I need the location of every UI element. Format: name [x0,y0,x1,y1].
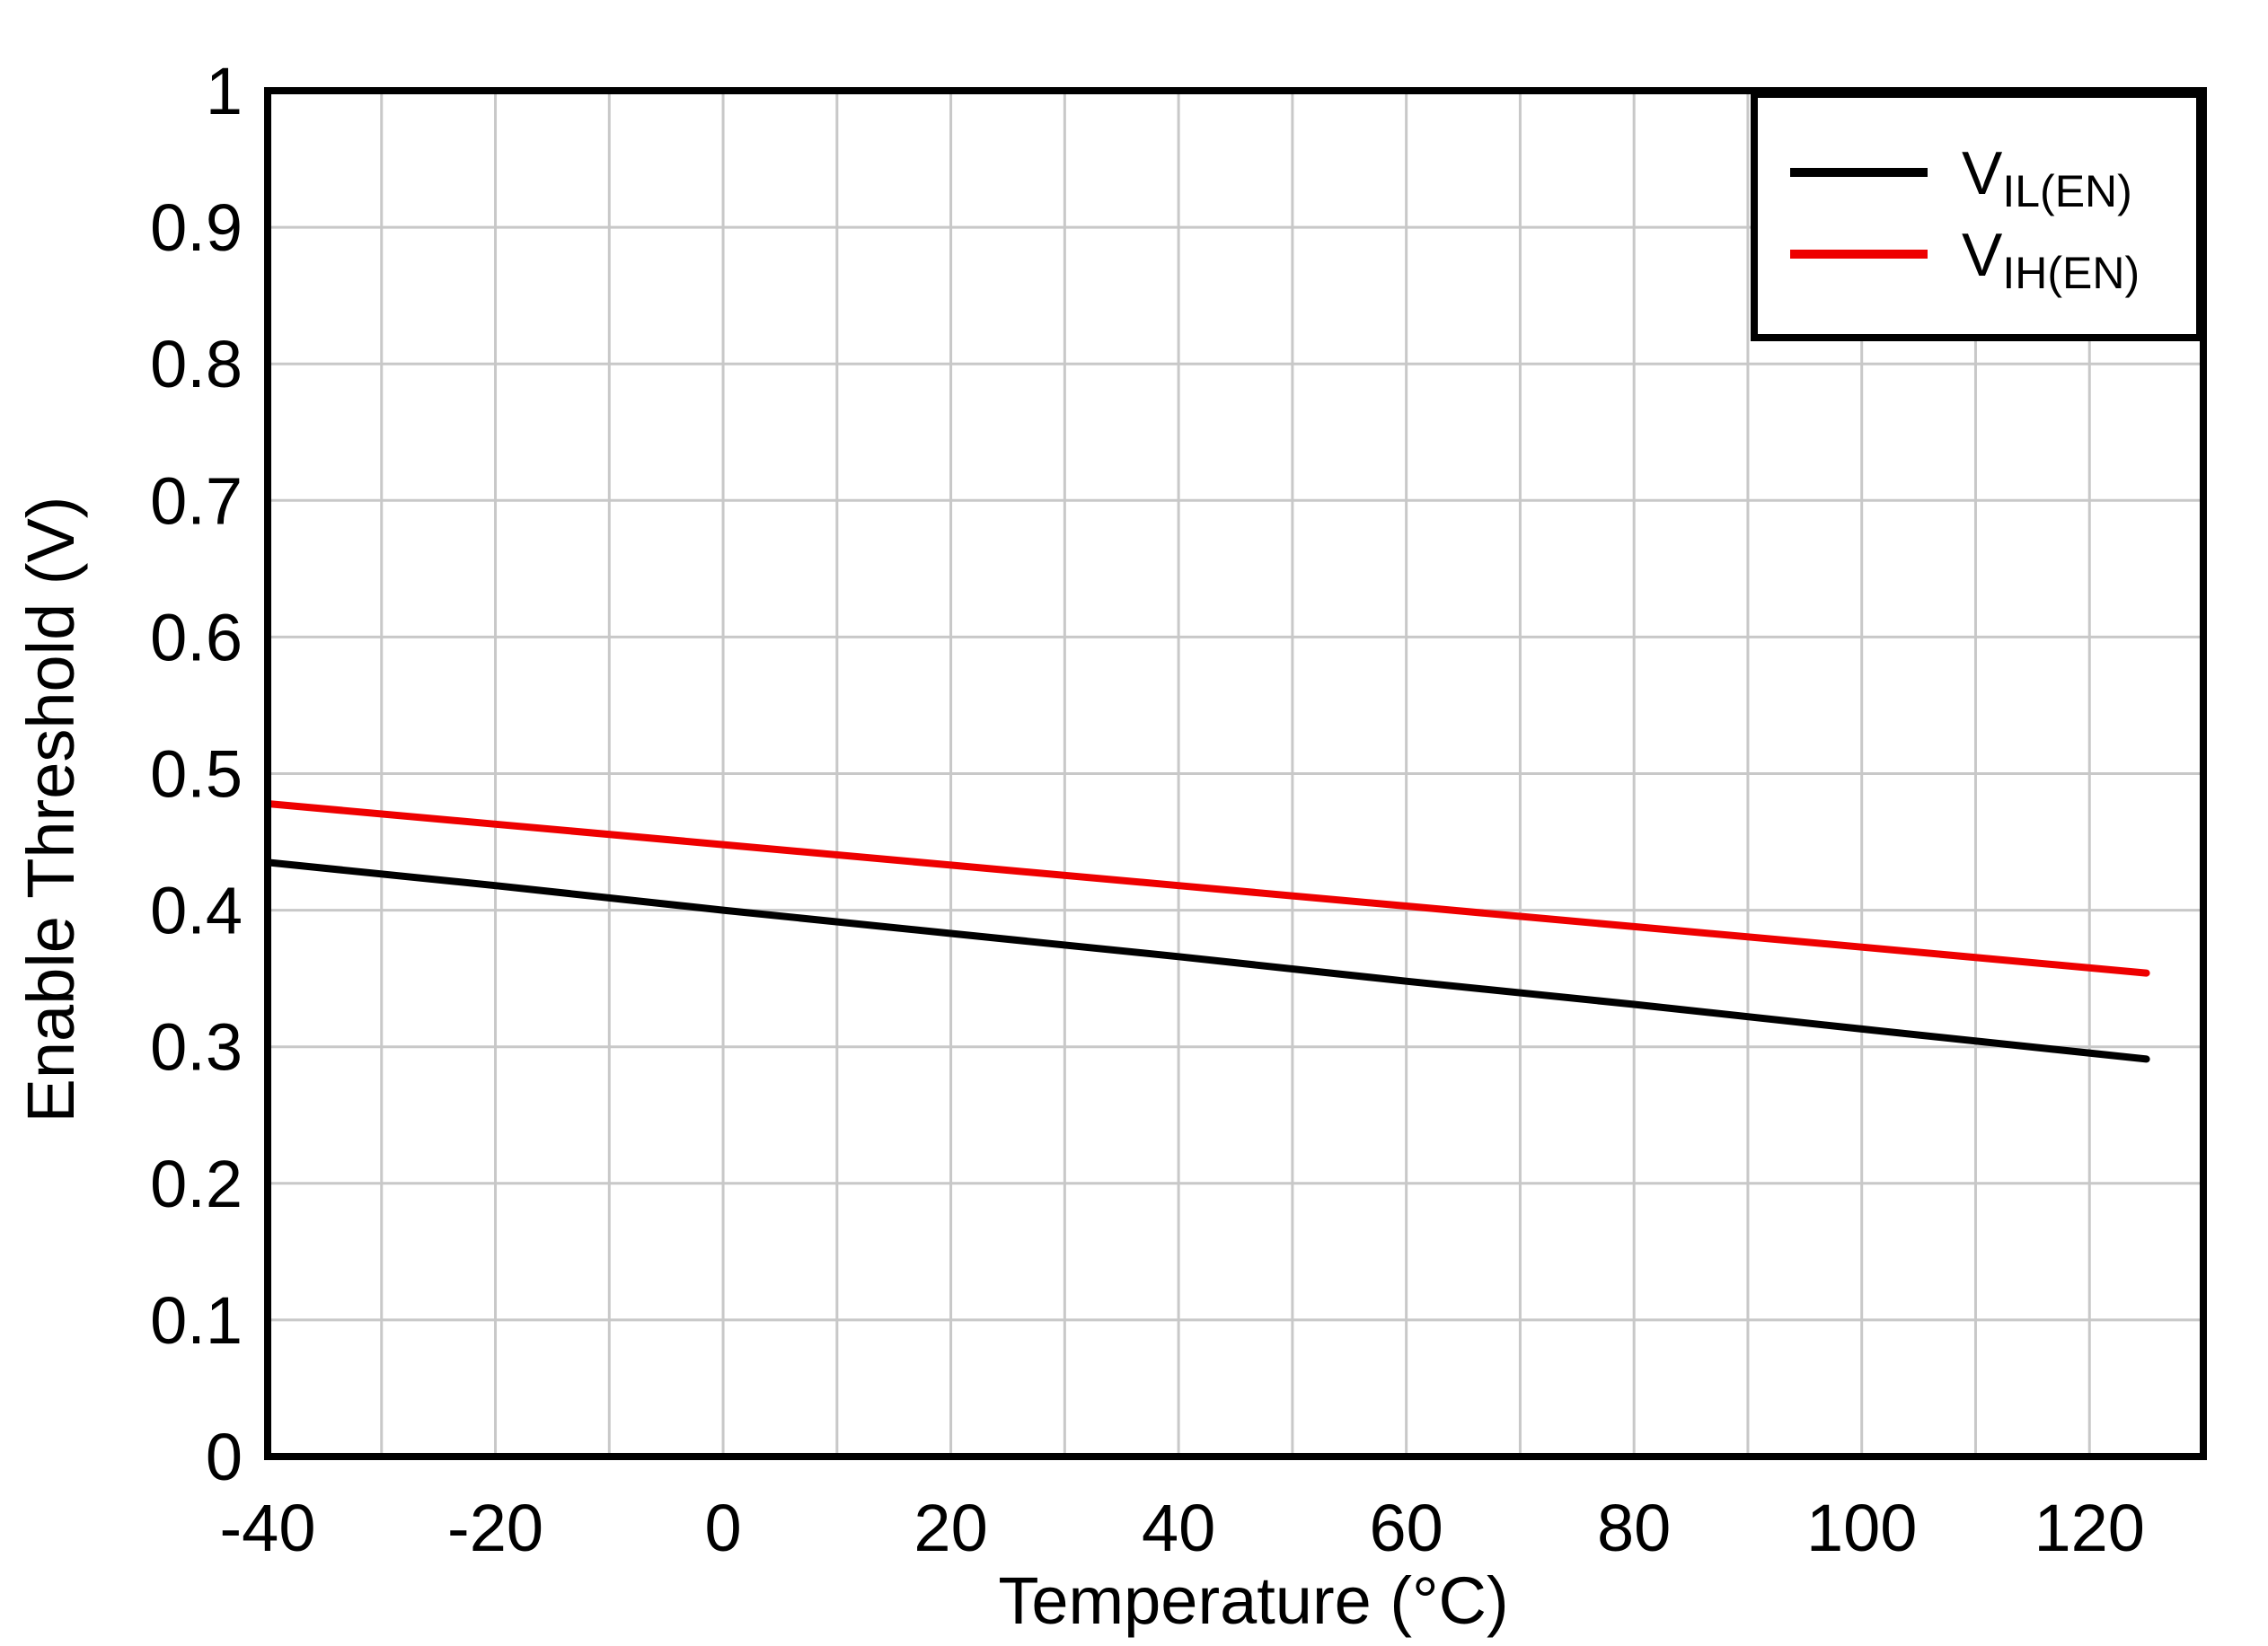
y-axis-label: Enable Threshold (V) [13,497,88,1123]
series-line-vih-en [264,800,2150,977]
x-tick-label: -40 [220,1491,316,1565]
x-tick-label: -20 [447,1491,543,1565]
legend-label: VIL(EN) [1962,139,2132,216]
series-line-vil-en [264,858,2150,1063]
legend-box [1751,91,2203,341]
y-tick-label: 0.5 [150,737,243,812]
x-tick-label: 80 [1597,1491,1671,1565]
plot-frame [264,87,2207,1460]
x-tick-label: 100 [1806,1491,1917,1565]
y-tick-label: 0 [206,1420,243,1494]
x-tick-label: 0 [704,1491,741,1565]
series-layer [264,800,2150,1063]
x-axis-label: Temperature (°C) [998,1563,1508,1638]
x-tick-label: 40 [1142,1491,1215,1565]
legend-label: VIH(EN) [1962,221,2140,298]
y-tick-label: 0.3 [150,1010,243,1085]
x-tick-label: 20 [913,1491,987,1565]
grid [268,91,2203,1457]
y-tick-label: 0.9 [150,190,243,265]
y-tick-label: 1 [206,54,243,128]
x-tick-label: 60 [1369,1491,1443,1565]
y-tick-labels: 0 0.1 0.2 0.3 0.4 0.5 0.6 0.7 0.8 0.9 1 [150,54,243,1494]
x-tick-label: 120 [2034,1491,2145,1565]
legend: VIL(EN)VIH(EN) [1751,91,2203,341]
y-tick-label: 0.8 [150,327,243,401]
y-tick-label: 0.4 [150,874,243,948]
y-tick-label: 0.7 [150,463,243,538]
y-tick-label: 0.1 [150,1283,243,1358]
y-tick-label: 0.2 [150,1147,243,1221]
x-tick-labels: -40 -20 0 20 40 60 80 100 120 [220,1491,2145,1565]
y-tick-label: 0.6 [150,600,243,674]
